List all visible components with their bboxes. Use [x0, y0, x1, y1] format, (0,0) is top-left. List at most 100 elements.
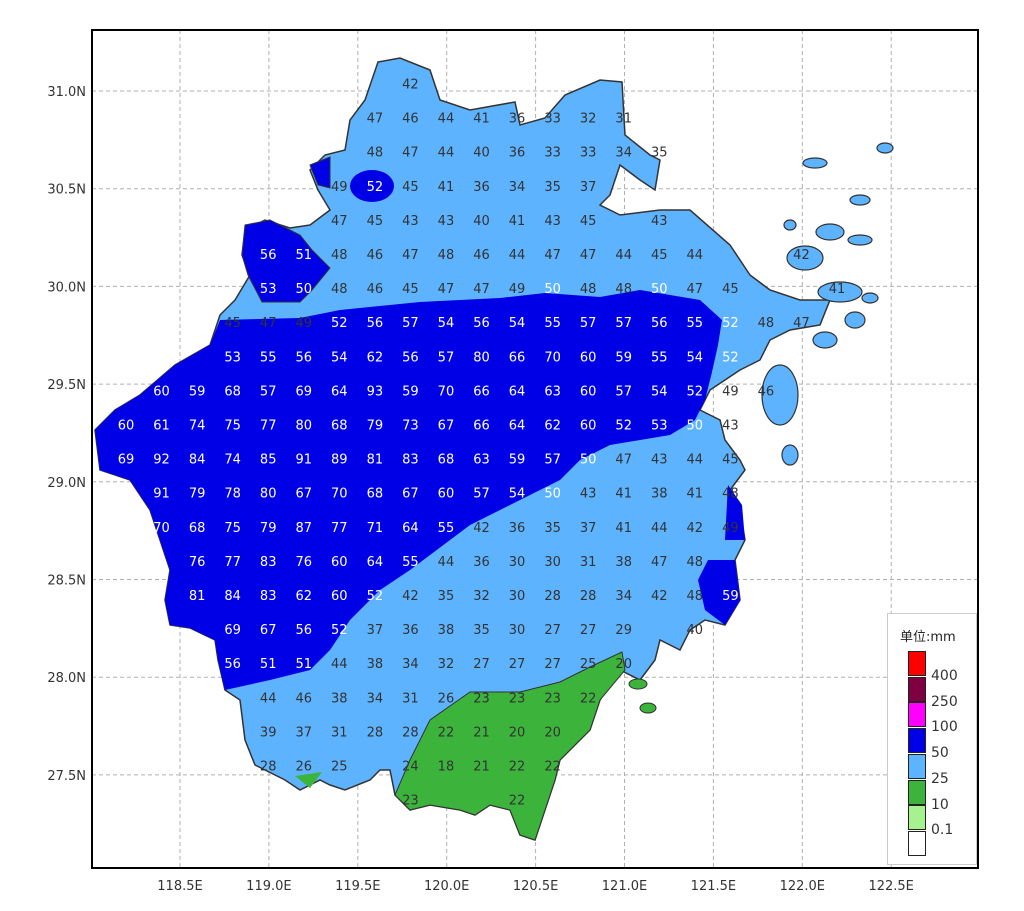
grid-value: 36	[509, 112, 526, 127]
grid-value: 38	[367, 657, 384, 672]
grid-value: 35	[438, 589, 455, 604]
grid-value: 48	[331, 282, 348, 297]
lat-tick-label: 30.0N	[47, 280, 86, 295]
grid-value: 38	[331, 691, 348, 706]
grid-value: 27	[509, 657, 526, 672]
grid-value: 26	[295, 760, 312, 775]
grid-value: 32	[473, 589, 490, 604]
grid-value: 68	[189, 521, 206, 536]
grid-value: 38	[615, 555, 632, 570]
grid-value: 44	[509, 248, 526, 263]
grid-value: 41	[473, 112, 490, 127]
grid-value: 69	[118, 453, 135, 468]
grid-value: 42	[687, 521, 704, 536]
grid-value: 48	[580, 282, 597, 297]
grid-value: 67	[438, 419, 455, 434]
grid-value: 48	[331, 248, 348, 263]
grid-value: 64	[509, 419, 526, 434]
grid-value: 60	[153, 384, 170, 399]
grid-value: 60	[580, 350, 597, 365]
legend: 单位:mm 400 250 100 50 25 10 0.1	[887, 613, 977, 865]
grid-value: 89	[331, 453, 348, 468]
grid-value: 55	[438, 521, 455, 536]
grid-value: 22	[438, 725, 455, 740]
grid-value: 50	[687, 419, 704, 434]
grid-value: 31	[402, 691, 419, 706]
lat-tick-label: 27.5N	[47, 769, 86, 784]
grid-value: 35	[544, 180, 561, 195]
grid-value: 27	[580, 623, 597, 638]
legend-label: 100	[931, 719, 958, 736]
grid-value: 48	[438, 248, 455, 263]
grid-value: 47	[402, 146, 419, 161]
grid-value: 32	[438, 657, 455, 672]
lon-tick-label: 118.5E	[157, 879, 202, 894]
grid-value: 45	[402, 282, 419, 297]
legend-swatch	[908, 753, 926, 779]
grid-value: 68	[438, 453, 455, 468]
grid-value: 34	[615, 146, 632, 161]
lat-tick-label: 28.5N	[47, 574, 86, 589]
grid-value: 49	[722, 384, 739, 399]
legend-label: 50	[931, 745, 949, 762]
grid-value: 44	[438, 555, 455, 570]
grid-value: 68	[367, 487, 384, 502]
grid-value: 55	[544, 316, 561, 331]
grid-value: 34	[402, 657, 419, 672]
grid-value: 26	[438, 691, 455, 706]
grid-value: 27	[544, 623, 561, 638]
grid-value: 81	[189, 589, 206, 604]
grid-value: 70	[331, 487, 348, 502]
grid-value: 32	[580, 112, 597, 127]
grid-value: 51	[295, 657, 312, 672]
lat-tick-label: 29.5N	[47, 378, 86, 393]
grid-value: 62	[367, 350, 384, 365]
grid-value: 45	[402, 180, 419, 195]
grid-value: 28	[402, 725, 419, 740]
grid-value: 63	[544, 384, 561, 399]
grid-value: 38	[651, 487, 668, 502]
grid-value: 35	[544, 521, 561, 536]
grid-value: 83	[260, 589, 277, 604]
grid-value: 53	[651, 419, 668, 434]
grid-value: 91	[153, 487, 170, 502]
grid-value: 22	[580, 691, 597, 706]
grid-value: 45	[367, 214, 384, 229]
grid-value: 79	[367, 419, 384, 434]
grid-value: 43	[651, 214, 668, 229]
grid-value: 36	[509, 146, 526, 161]
grid-value: 48	[687, 589, 704, 604]
grid-value: 59	[615, 350, 632, 365]
grid-value: 41	[687, 487, 704, 502]
grid-value: 47	[438, 282, 455, 297]
grid-value: 59	[189, 384, 206, 399]
grid-value: 33	[580, 146, 597, 161]
grid-value: 47	[331, 214, 348, 229]
grid-value: 46	[402, 112, 419, 127]
grid-value: 28	[367, 725, 384, 740]
grid-value: 43	[402, 214, 419, 229]
grid-value: 60	[438, 487, 455, 502]
grid-value: 56	[260, 248, 277, 263]
grid-value: 48	[722, 487, 739, 502]
grid-value: 74	[224, 453, 241, 468]
grid-value: 70	[438, 384, 455, 399]
grid-value: 53	[224, 350, 241, 365]
grid-value: 30	[509, 589, 526, 604]
grid-value: 47	[651, 555, 668, 570]
legend-label: 0.1	[931, 822, 954, 839]
grid-value: 30	[509, 555, 526, 570]
lon-tick-label: 122.5E	[868, 879, 913, 894]
legend-swatch	[908, 728, 926, 754]
grid-value: 44	[438, 146, 455, 161]
grid-value: 23	[509, 691, 526, 706]
grid-value: 46	[473, 248, 490, 263]
grid-value: 81	[367, 453, 384, 468]
grid-value: 83	[260, 555, 277, 570]
lon-tick-label: 121.5E	[691, 879, 736, 894]
grid-value: 41	[509, 214, 526, 229]
grid-value: 54	[509, 316, 526, 331]
grid-value: 55	[402, 555, 419, 570]
region-10-25mm	[394, 651, 626, 841]
grid-value: 54	[651, 384, 668, 399]
